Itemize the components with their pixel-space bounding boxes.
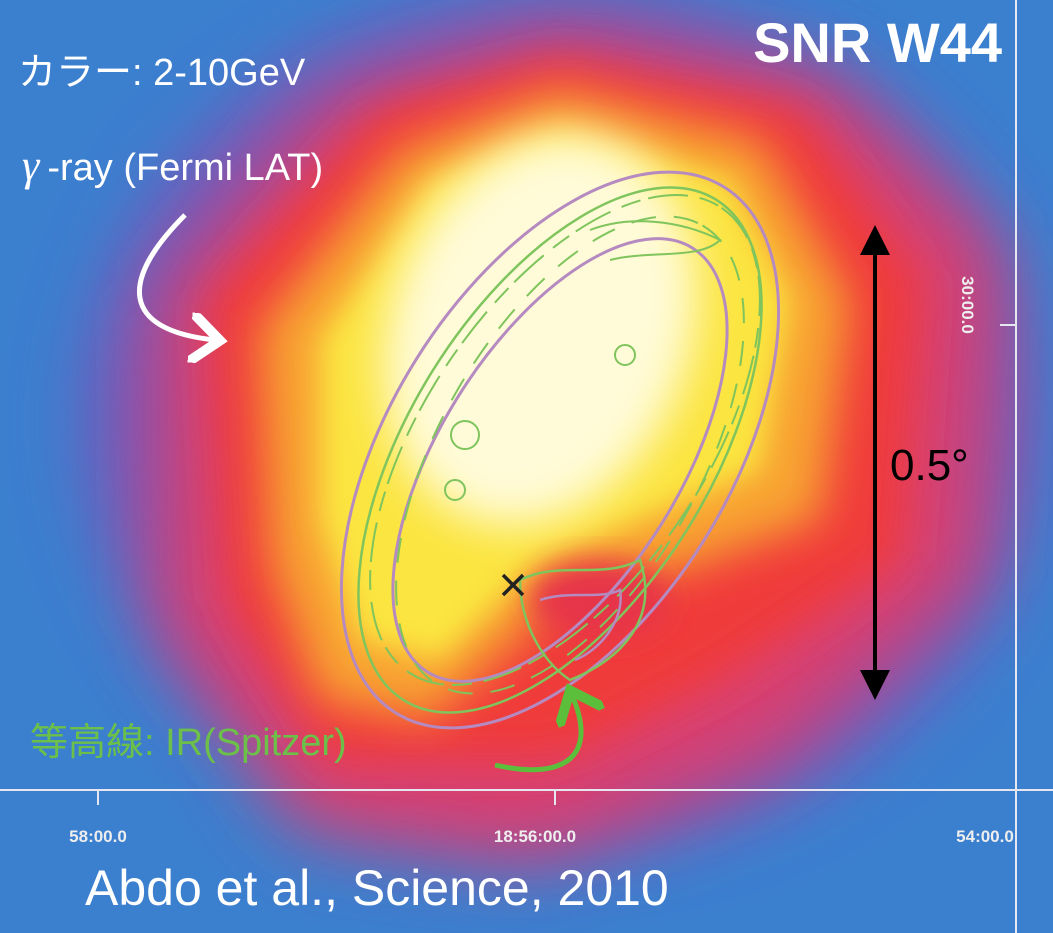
gamma-symbol: γ: [22, 141, 41, 190]
credit: Abdo et al., Science, 2010: [85, 860, 669, 916]
x-tick-label: 54:00.0: [956, 827, 1014, 846]
scale-label: 0.5°: [890, 441, 969, 490]
figure: 58:00.0 18:56:00.0 54:00.0 30:00.0 SNR W…: [0, 0, 1053, 933]
gamma-label: γ-ray (Fermi LAT): [22, 141, 323, 190]
gamma-text: -ray (Fermi LAT): [47, 147, 323, 189]
title: SNR W44: [753, 11, 1002, 74]
contour-label: 等高線: IR(Spitzer): [30, 722, 347, 764]
color-map-label: カラー: 2-10GeV: [18, 52, 306, 94]
x-tick-label: 58:00.0: [69, 827, 127, 846]
x-tick-label: 18:56:00.0: [494, 827, 576, 846]
y-tick-label: 30:00.0: [958, 276, 977, 334]
page: {"header": {"title": "SNR W44"}, "labels…: [0, 0, 1053, 933]
